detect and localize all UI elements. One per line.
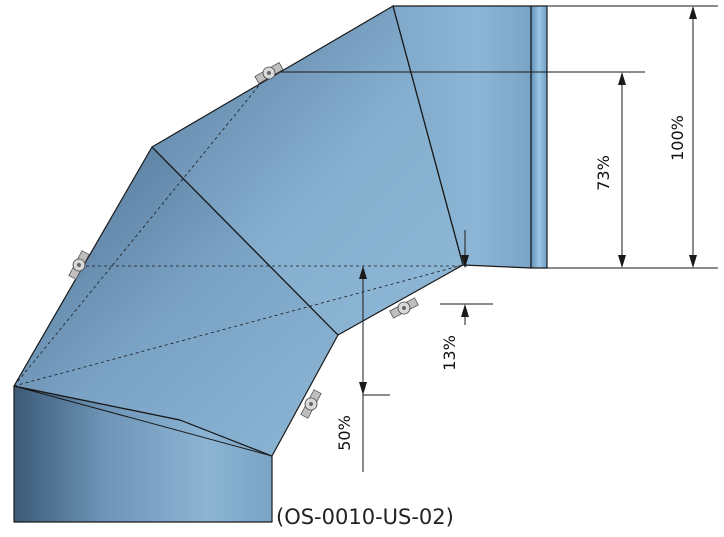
dimension-lines bbox=[270, 5, 718, 472]
clamp-icon bbox=[300, 389, 322, 419]
product-code: (OS-0010-US-02) bbox=[276, 505, 454, 529]
end-collar bbox=[530, 5, 548, 269]
dimension-label-100: 100% bbox=[668, 115, 687, 161]
dimension-label-50: 50% bbox=[335, 415, 354, 451]
lower-segment bbox=[13, 146, 339, 457]
clamp-icon bbox=[68, 250, 90, 280]
seam-lines bbox=[13, 5, 464, 457]
dimension-label-13: 13% bbox=[440, 335, 459, 371]
dimension-label-73: 73% bbox=[594, 155, 613, 191]
clamp-icon bbox=[389, 297, 419, 319]
pipe-body bbox=[13, 5, 548, 523]
clamp-icon bbox=[254, 61, 284, 85]
hidden-lines bbox=[13, 71, 470, 387]
dimension-arrows bbox=[359, 6, 697, 395]
